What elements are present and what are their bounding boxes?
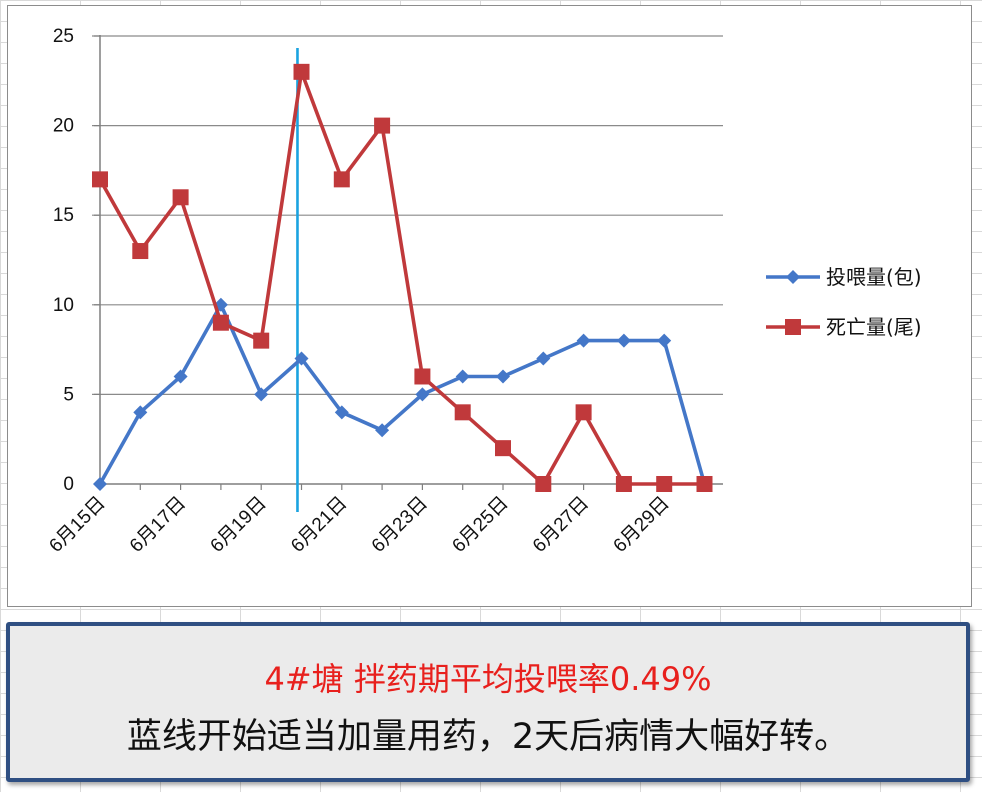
- data-point-square: [212, 314, 229, 331]
- data-point-diamond: [93, 477, 107, 491]
- data-point-diamond: [657, 333, 672, 348]
- data-point-square: [333, 171, 350, 188]
- data-point-diamond: [415, 387, 430, 402]
- y-tick-label: 15: [53, 205, 74, 226]
- y-tick-label: 25: [53, 26, 74, 47]
- data-point-square: [92, 171, 108, 188]
- data-point-diamond: [375, 423, 390, 438]
- caption-box: 4#塘 拌药期平均投喂率0.49% 蓝线开始适当加量用药，2天后病情大幅好转。: [6, 622, 970, 782]
- data-point-diamond: [496, 369, 510, 384]
- data-point-square: [495, 440, 511, 457]
- x-tick-label: 6月15日: [45, 493, 109, 557]
- x-tick-label: 6月27日: [529, 493, 593, 557]
- data-point-square: [696, 476, 713, 492]
- x-tick-label: 6月23日: [368, 493, 432, 557]
- caption-note: 蓝线开始适当加量用药，2天后病情大幅好转。: [126, 717, 850, 757]
- legend-marker-square: [785, 319, 801, 335]
- data-point-square: [615, 476, 632, 492]
- data-point-diamond: [133, 405, 148, 420]
- data-point-square: [132, 243, 149, 260]
- y-tick-label: 0: [63, 474, 74, 495]
- y-tick-label: 10: [53, 295, 74, 316]
- x-tick-label: 6月17日: [126, 493, 190, 557]
- data-point-diamond: [616, 333, 631, 348]
- x-tick-label: 6月19日: [207, 493, 271, 557]
- line-chart: 6月15日 6月17日 6月19日 6月21日 6月23日 6月25日 6月27日 6月29日…: [45, 26, 922, 557]
- data-point-diamond: [576, 333, 591, 348]
- y-tick-label: 5: [63, 384, 74, 405]
- legend-label-2: 死亡量(尾): [826, 315, 922, 339]
- data-point-diamond: [294, 351, 309, 366]
- data-point-diamond: [536, 351, 551, 366]
- data-point-diamond: [334, 405, 349, 420]
- y-tick-label: 20: [53, 116, 74, 137]
- data-point-square: [575, 404, 592, 421]
- data-point-square: [454, 404, 471, 421]
- data-point-square: [414, 368, 431, 385]
- x-tick-label: 6月25日: [448, 493, 512, 557]
- data-point-square: [293, 63, 310, 80]
- data-point-square: [253, 332, 270, 349]
- legend-marker-diamond: [786, 270, 800, 284]
- chart-area: 6月15日 6月17日 6月19日 6月21日 6月23日 6月25日 6月27日 6月29日…: [7, 5, 972, 607]
- data-point-diamond: [173, 369, 188, 384]
- x-tick-label: 6月29日: [610, 493, 674, 557]
- data-point-square: [374, 117, 391, 134]
- data-point-square: [535, 476, 552, 492]
- data-point-diamond: [254, 387, 269, 402]
- data-point-diamond: [455, 369, 470, 384]
- series-line-2: [98, 70, 707, 486]
- data-point-square: [172, 189, 189, 206]
- legend-label-1: 投喂量(包): [826, 265, 922, 289]
- data-point-square: [656, 476, 673, 492]
- series-line-1: [98, 302, 707, 486]
- caption-headline: 4#塘 拌药期平均投喂率0.49%: [264, 660, 712, 698]
